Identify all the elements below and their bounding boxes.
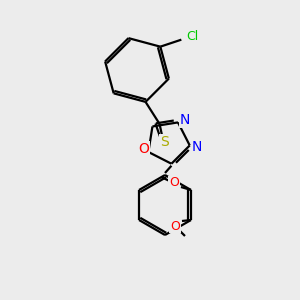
Text: Cl: Cl: [186, 30, 199, 43]
Text: N: N: [180, 113, 190, 128]
Text: O: O: [169, 176, 179, 190]
Text: N: N: [191, 140, 202, 154]
Text: O: O: [138, 142, 149, 156]
Text: O: O: [170, 220, 180, 232]
Text: S: S: [160, 135, 169, 149]
